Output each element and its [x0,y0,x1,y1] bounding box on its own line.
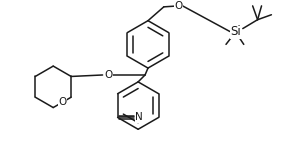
Text: O: O [58,97,66,107]
Text: O: O [104,70,113,80]
Text: O: O [174,1,183,11]
Text: N: N [136,112,143,122]
Text: Si: Si [231,25,241,38]
